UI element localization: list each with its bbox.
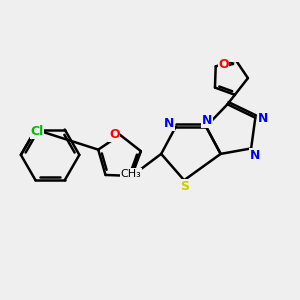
Text: Cl: Cl <box>30 125 44 139</box>
Text: O: O <box>109 128 120 141</box>
Text: N: N <box>257 112 268 125</box>
Text: N: N <box>164 117 174 130</box>
Text: N: N <box>250 149 260 162</box>
Text: N: N <box>202 114 212 127</box>
Text: S: S <box>181 180 190 193</box>
Text: CH₃: CH₃ <box>121 169 142 179</box>
Text: O: O <box>218 58 229 71</box>
